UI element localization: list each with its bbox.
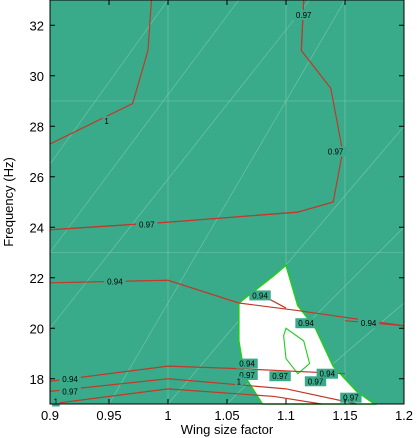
x-tick-label: 0.9: [41, 408, 59, 423]
contour-label: 1: [54, 397, 59, 406]
contour-label-bg: [59, 386, 81, 397]
contour-label: 0.94: [252, 291, 268, 300]
x-axis-label: Wing size factor: [181, 422, 274, 437]
contour-label-bg: [59, 373, 81, 384]
y-axis: 18 20 22 24 26 28 30 32: [30, 18, 404, 387]
contour-label-bg: [104, 276, 126, 287]
contour-label-bg: [235, 376, 243, 387]
feasible-inner-contour: [283, 327, 311, 375]
plot-area: 10.970.970.970.940.940.940.940.9710.940.…: [49, 0, 405, 407]
contour-label-bg: [324, 146, 347, 157]
contour-label: 1: [237, 377, 242, 386]
x-tick-label: 1.1: [277, 408, 295, 423]
mesh-line: [49, 0, 240, 253]
contour-label: 0.97: [296, 11, 312, 20]
contour-label-bg: [316, 368, 338, 379]
x-tick-label: 1.15: [332, 408, 357, 423]
x-tick-label: 0.95: [96, 408, 121, 423]
contour-label-bg: [269, 371, 291, 382]
contour-label: 0.97: [239, 371, 255, 380]
contour-label-bg: [357, 318, 380, 329]
contour-label: 0.94: [62, 375, 78, 384]
contour-label-bg: [293, 10, 315, 21]
y-tick-label: 18: [30, 372, 44, 387]
contour-line: [49, 211, 298, 231]
x-tick-label: 1.2: [395, 408, 413, 423]
mesh-line: [108, 0, 346, 405]
y-tick-label: 32: [30, 18, 44, 33]
contour-label: 0.94: [298, 319, 314, 328]
contour-label-bg: [236, 358, 258, 369]
y-tick-label: 26: [30, 170, 44, 185]
contour-label: 0.97: [343, 394, 359, 403]
mesh-line: [49, 0, 169, 165]
y-tick-label: 24: [30, 220, 44, 235]
contour-label-bg: [304, 376, 327, 387]
contour-label-bg: [136, 219, 158, 230]
contour-label-bg: [236, 369, 258, 380]
contour-label: 0.94: [107, 278, 123, 287]
y-axis-label: Frequency (Hz): [1, 157, 16, 247]
contour-line: [49, 365, 346, 382]
contour-label: 0.97: [62, 387, 78, 396]
contour-label: 0.94: [320, 370, 336, 379]
contour-label: 0.97: [272, 372, 288, 381]
y-tick-label: 22: [30, 271, 44, 286]
contour-label-bg: [249, 290, 271, 301]
contour-label-bg: [295, 318, 317, 329]
contour-label: 0.94: [361, 319, 377, 328]
y-tick-label: 20: [30, 321, 44, 336]
contour-label: 0.97: [328, 148, 344, 157]
y-tick-label: 30: [30, 69, 44, 84]
y-tick-label: 28: [30, 119, 44, 134]
x-axis: 0.9 0.95 1 1.05 1.1 1.15 1.2: [41, 0, 413, 423]
contour-label-bg: [102, 116, 111, 127]
contour-label-layer: 10.970.970.970.940.940.940.940.9710.940.…: [52, 10, 380, 407]
contour-label: 1: [104, 117, 109, 126]
contour-label-bg: [52, 396, 60, 407]
contour-line: [49, 0, 153, 145]
contour-label: 0.97: [139, 221, 155, 230]
contour-line: [49, 378, 357, 405]
contour-label: 0.94: [239, 360, 255, 369]
x-tick-label: 1: [164, 408, 171, 423]
x-tick-label: 1.05: [214, 408, 239, 423]
contour-line: [49, 388, 322, 405]
contour-label-bg: [340, 392, 362, 403]
contour-line: [49, 279, 405, 327]
mesh-line: [49, 0, 310, 329]
contour-line: [300, 0, 305, 51]
contour-label: 0.97: [308, 377, 324, 386]
